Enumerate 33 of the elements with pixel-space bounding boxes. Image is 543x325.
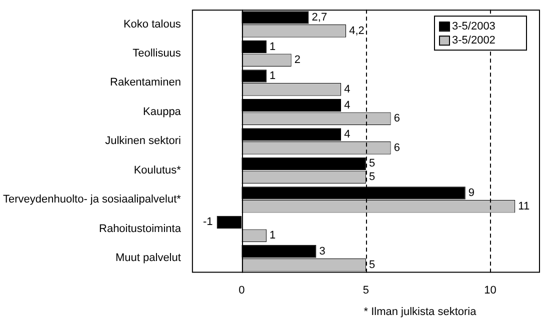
data-label: 6	[394, 142, 400, 154]
y-tick-label: Julkinen sektori	[105, 135, 181, 148]
data-label: 5	[368, 171, 376, 184]
y-tick-label: Koulutus*	[134, 164, 182, 176]
data-label: -1	[203, 216, 213, 228]
data-label: 1	[270, 40, 276, 53]
data-label: 5	[368, 158, 376, 170]
y-tick-label: Koko talous	[123, 18, 182, 30]
y-tick-label: Rakentaminen	[110, 76, 181, 89]
data-label: 4	[344, 128, 350, 141]
legend-label: 3-5/2003	[452, 20, 496, 33]
x-tick-label: 5	[362, 284, 370, 296]
text: * Ilman julkista sektoria	[362, 306, 478, 318]
data-label: 11	[518, 200, 530, 212]
data-label: 5	[368, 258, 376, 271]
data-label: 1	[270, 230, 276, 242]
data-label: 2,7	[312, 12, 328, 24]
data-label: 4	[344, 83, 350, 96]
data-label: 2	[294, 54, 301, 66]
data-label: 9	[468, 186, 475, 199]
x-tick-label: 0	[238, 284, 245, 296]
y-tick-label: Rahoitustoiminta	[99, 222, 182, 235]
data-label: 4	[344, 99, 350, 112]
legend-label: 3-5/2002	[452, 34, 496, 47]
data-label: 4,2	[349, 24, 364, 37]
y-tick-label: Teollisuus	[132, 48, 182, 60]
data-label: 1	[270, 70, 276, 82]
y-tick-label: Muut palvelut	[116, 252, 181, 264]
data-label: 3	[319, 245, 326, 258]
y-tick-label: Terveydenhuolto- ja sosiaalipalvelut*	[2, 194, 182, 206]
x-tick-label: 10	[484, 284, 496, 296]
data-label: 6	[394, 112, 400, 125]
y-tick-label: Kauppa	[143, 106, 182, 118]
